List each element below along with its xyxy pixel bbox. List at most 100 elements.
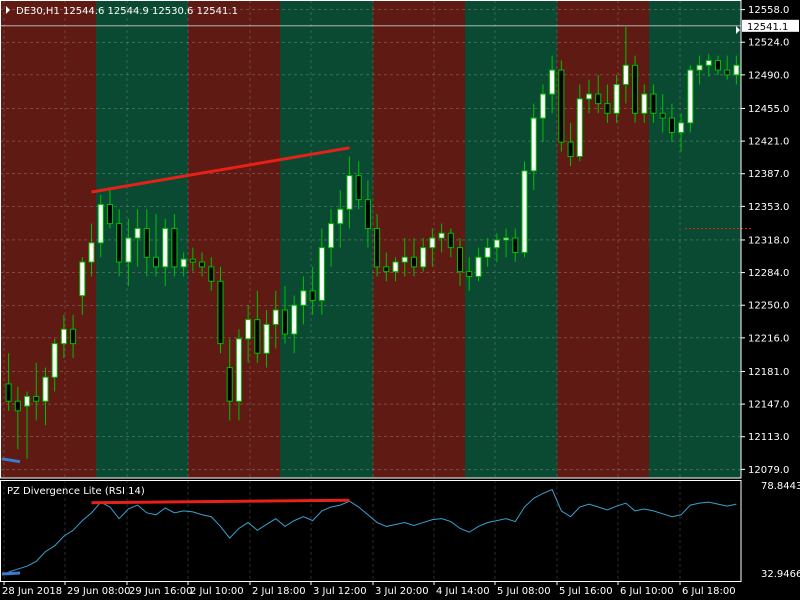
candle-body [364, 199, 371, 229]
candle-body [438, 232, 445, 239]
indicator-header: PZ Divergence Lite (RSI 14) [7, 486, 145, 497]
candle-body [659, 112, 666, 119]
symbol-arrow-icon [6, 6, 10, 14]
candle-body [254, 319, 261, 354]
candle-body [143, 227, 150, 258]
candle-body [567, 141, 574, 157]
y-tick-label: 12079.0 [748, 465, 789, 476]
y-tick-label: 12318.0 [748, 235, 789, 246]
candle-body [714, 59, 722, 71]
current-price-box [742, 19, 799, 32]
price-divergence-line [91, 146, 350, 194]
candle-body [401, 256, 408, 263]
y-tick-label: 12524.0 [748, 38, 789, 49]
candle-body [51, 343, 58, 378]
symbol-header: DE30,H1 12544.6 12544.9 12530.6 12541.1 [16, 6, 238, 17]
candle-body [79, 261, 86, 297]
price-pointer-icon [736, 26, 740, 34]
candle-body [281, 309, 289, 335]
y-tick-label: 12181.0 [748, 367, 789, 378]
candle-body [466, 271, 473, 277]
candle-body [668, 117, 675, 133]
y-tick-label: 12490.0 [748, 70, 789, 81]
candle-body [23, 395, 31, 407]
candle-body [189, 258, 196, 263]
current-price-label: 12541.1 [747, 22, 788, 33]
candle-body [374, 227, 381, 268]
zone-bull-7 [649, 0, 741, 478]
candles-layer [5, 26, 740, 459]
candle-body [632, 64, 639, 114]
candle-body [346, 175, 353, 210]
edge-marker-main [1, 457, 21, 464]
candle-body [512, 237, 519, 253]
candle-body [355, 175, 362, 201]
candle-body [70, 328, 77, 345]
y-tick-label: 12113.0 [748, 432, 789, 443]
candle-body [226, 367, 233, 402]
candle-body [60, 328, 67, 345]
y-tick-label: 12147.0 [748, 400, 789, 411]
candle-body [106, 203, 113, 225]
y-tick-label: 12250.0 [748, 301, 789, 312]
candle-body [705, 59, 712, 66]
indicator-plot-frame [0, 480, 742, 582]
y-tick-label: 12558.0 [748, 5, 789, 16]
overlay-layer: 12541.1 [0, 19, 799, 464]
rsi-layer [1, 488, 737, 576]
candle-body [678, 122, 685, 133]
candle-body [447, 232, 454, 249]
candle-body [125, 237, 132, 263]
x-tick-label: 2 Jul 10:00 [190, 586, 244, 597]
candle-body [245, 319, 252, 340]
candle-body [208, 266, 215, 282]
y-tick-label: 12387.0 [748, 169, 789, 180]
x-tick-label: 5 Jul 16:00 [559, 586, 613, 597]
candle-body [217, 280, 224, 345]
candle-body [585, 93, 593, 100]
candle-body [116, 223, 123, 263]
candle-body [650, 93, 657, 114]
x-tick-label: 2 Jul 18:00 [252, 586, 306, 597]
zone-bear-2 [188, 0, 280, 478]
candle-body [539, 93, 546, 119]
candle-body [383, 266, 390, 273]
x-tick-label: 3 Jul 12:00 [313, 586, 367, 597]
rsi-divergence-line [91, 498, 350, 505]
candle-body [410, 256, 417, 268]
y-tick-label: 12455.0 [748, 104, 789, 115]
candle-body [33, 395, 40, 402]
candle-body [613, 83, 620, 114]
candle-body [530, 117, 537, 172]
y-tick-label: 12284.0 [748, 268, 789, 279]
rsi-tick-top: 78.8443 [761, 481, 800, 492]
candle-body [291, 304, 298, 335]
candle-body [199, 261, 206, 268]
candle-body [604, 103, 611, 114]
candle-body [263, 323, 270, 354]
candle-body [696, 64, 703, 71]
x-tick-label: 29 Jun 08:00 [67, 586, 131, 597]
candle-body [328, 223, 335, 249]
candle-body [521, 170, 528, 253]
candle-body [318, 247, 325, 301]
candle-body [503, 237, 510, 241]
candle-body [88, 242, 95, 263]
edge-marker-rsi [1, 571, 21, 576]
x-tick-label: 4 Jul 14:00 [436, 586, 490, 597]
candle-body [558, 69, 565, 143]
grid-layer [0, 0, 741, 581]
candle-body [337, 208, 344, 225]
candle-body [42, 376, 49, 402]
rsi-tick-bottom: 32.9466 [761, 569, 800, 580]
zone-bull-3 [280, 0, 373, 478]
candle-body [392, 261, 399, 273]
x-tick-label: 5 Jul 08:00 [497, 586, 551, 597]
rsi-line [8, 488, 737, 573]
candle-body [641, 93, 648, 114]
candle-body [97, 203, 104, 244]
candle-body [171, 227, 178, 268]
candle-body [595, 93, 602, 105]
